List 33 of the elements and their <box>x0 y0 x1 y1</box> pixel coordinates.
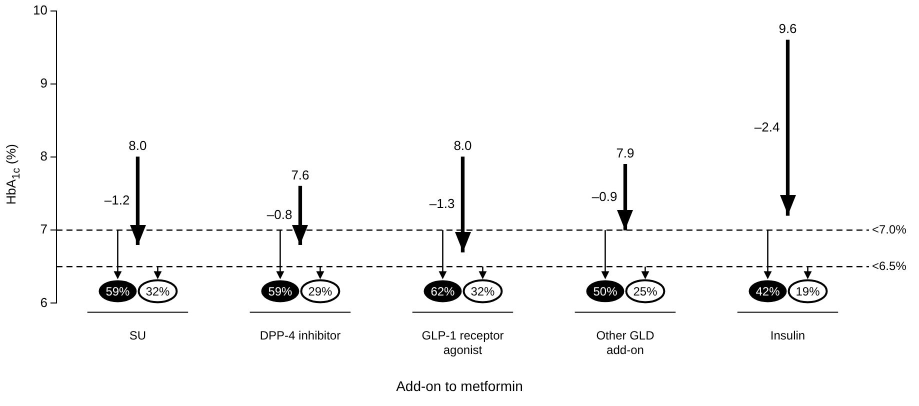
annotation: 8.0 <box>454 138 472 154</box>
annotation: –1.3 <box>429 196 455 212</box>
annotation: 7.6 <box>291 167 310 182</box>
x-tick-label: SU <box>129 328 146 343</box>
annotation: 32% <box>146 284 170 299</box>
x-axis-title: Add-on to metformin <box>395 378 524 394</box>
annotation: –0.8 <box>266 207 292 222</box>
x-tick-label: Other GLD add-on <box>596 328 655 358</box>
annotation: 19% <box>796 284 820 299</box>
annotation: 9.6 <box>778 21 797 36</box>
y-tick-label: 7 <box>40 222 48 237</box>
y-tick-label: 9 <box>40 75 48 90</box>
annotation: 29% <box>308 284 333 299</box>
annotation: 32% <box>470 284 496 299</box>
annotation: 8.0 <box>128 138 147 154</box>
annotation: 42% <box>756 284 780 299</box>
y-tick-label: 6 <box>40 294 48 310</box>
annotation: –0.9 <box>592 188 618 204</box>
x-tick-label: DPP-4 inhibitor <box>260 328 341 343</box>
ref-line-label: <7.0% <box>872 222 907 236</box>
ref-line-label: <6.5% <box>872 258 907 273</box>
annotation: 59% <box>268 284 293 299</box>
annotation: 7.9 <box>616 145 634 160</box>
annotation: 59% <box>106 284 130 299</box>
annotation: 62% <box>430 284 456 299</box>
annotation: –2.4 <box>754 119 780 134</box>
y-tick-label: 10 <box>32 2 48 18</box>
x-tick-label: Insulin <box>770 328 806 343</box>
annotation: –1.2 <box>104 192 130 208</box>
annotation: 50% <box>593 284 618 299</box>
x-tick-label: GLP-1 receptor agonist <box>422 328 504 358</box>
annotation: 25% <box>633 284 658 299</box>
y-tick-label: 8 <box>40 148 48 164</box>
